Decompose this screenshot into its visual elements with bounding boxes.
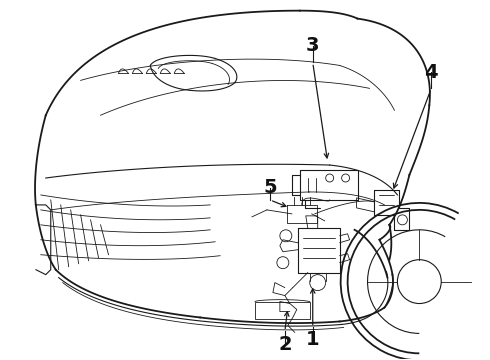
Text: 2: 2 [278,335,292,354]
Text: 1: 1 [306,330,319,349]
Text: 5: 5 [263,179,277,198]
Text: 4: 4 [424,63,438,82]
Text: 3: 3 [306,36,319,55]
Bar [255,302,310,319]
